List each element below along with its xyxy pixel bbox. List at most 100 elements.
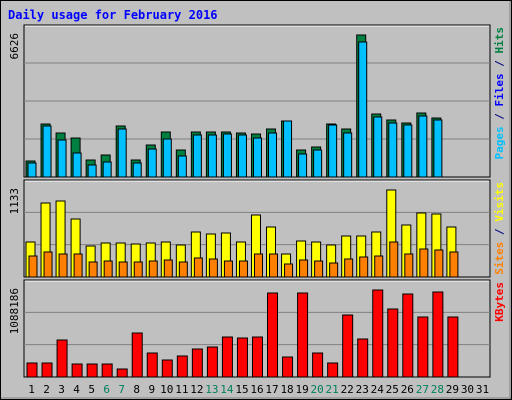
bar-files [192, 134, 202, 178]
bar-sites [419, 248, 429, 278]
day-label: 15 [235, 383, 248, 396]
bar-files [72, 152, 82, 178]
bar-kbytes [282, 356, 294, 378]
day-label: 22 [341, 383, 354, 396]
bar-sites [314, 260, 324, 278]
bar-kbytes [327, 362, 339, 378]
bar-sites [103, 260, 113, 278]
right-label-bottom: KBytes [493, 282, 506, 322]
bar-sites [223, 260, 233, 278]
chart-title: Daily usage for February 2016 [8, 8, 218, 22]
bar-sites [374, 255, 384, 278]
day-label: 8 [133, 383, 140, 396]
bar-kbytes [146, 352, 158, 378]
day-label: 23 [356, 383, 369, 396]
bar-sites [344, 258, 354, 278]
bar-files [328, 124, 338, 178]
bar-sites [434, 249, 444, 278]
bar-sites [43, 251, 53, 278]
bar-sites [73, 253, 83, 278]
day-label: 28 [431, 383, 444, 396]
scale-label-top: 6626 [8, 33, 21, 60]
bar-sites [148, 260, 158, 278]
bar-kbytes [236, 337, 248, 378]
bar-files [313, 149, 323, 178]
right-label-part: / [493, 54, 506, 74]
bar-kbytes [161, 359, 173, 378]
day-label: 17 [265, 383, 278, 396]
bar-kbytes [251, 336, 263, 378]
bar-kbytes [116, 368, 128, 378]
day-label: 24 [371, 383, 385, 396]
right-label-middle: Sites / Visits [493, 182, 506, 275]
day-label: 7 [118, 383, 125, 396]
bar-files [283, 120, 293, 178]
bar-kbytes [372, 289, 384, 378]
day-axis-labels: 1 2 3 4 5 6 7 8 9 10 11 12 13 14 15 16 17 18 19 20 21 22 23 24 2… [28, 383, 489, 396]
bar-kbytes [206, 346, 218, 378]
bar-files [298, 153, 308, 178]
bar-sites [193, 257, 203, 278]
bar-sites [28, 255, 38, 278]
bar-files [418, 115, 428, 178]
bar-kbytes [86, 363, 98, 378]
day-label: 4 [73, 383, 80, 396]
bar-kbytes [387, 308, 399, 378]
bar-kbytes [101, 363, 113, 378]
bar-sites [404, 253, 414, 278]
right-label-part: Hits [493, 27, 506, 54]
right-axis-labels: Pages / Files / Hits Sites / Visits KBytes [493, 27, 506, 322]
day-label: 20 [311, 383, 324, 396]
bar-kbytes [131, 332, 143, 378]
bar-files [117, 128, 127, 178]
bar-kbytes [191, 348, 203, 378]
bar-sites [359, 256, 369, 278]
bar-sites [178, 261, 188, 278]
day-label: 11 [175, 383, 188, 396]
day-label: 31 [476, 383, 489, 396]
bar-files [177, 155, 187, 178]
bar-files [268, 132, 278, 178]
bar-files [87, 164, 97, 178]
day-label: 3 [58, 383, 65, 396]
bar-sites [253, 253, 263, 278]
scale-label-middle: 1133 [8, 188, 21, 215]
right-label-part: Pages [493, 126, 506, 159]
bar-kbytes [417, 316, 429, 378]
bar-files [27, 162, 37, 178]
bar-files [132, 162, 142, 178]
bar-kbytes [402, 293, 414, 378]
chart-panels: 6626 1133 1088186 [8, 24, 491, 378]
day-label: 29 [446, 383, 459, 396]
bar-files [237, 134, 247, 178]
bar-kbytes [71, 363, 83, 378]
day-label: 27 [416, 383, 429, 396]
panel-middle: 1133 [8, 179, 491, 278]
day-label: 12 [190, 383, 203, 396]
right-label-part: Files [493, 73, 506, 106]
bar-kbytes [267, 292, 279, 378]
bar-sites [58, 253, 68, 278]
bar-sites [238, 260, 248, 278]
bar-sites [133, 261, 143, 278]
day-label: 19 [295, 383, 308, 396]
bar-sites [389, 241, 399, 278]
right-label-part: / [493, 107, 506, 127]
bar-kbytes [41, 362, 53, 378]
bar-files [403, 124, 413, 178]
bar-kbytes [56, 339, 68, 378]
day-label: 10 [160, 383, 173, 396]
bar-files [42, 125, 52, 178]
day-label: 21 [326, 383, 339, 396]
bar-files [57, 139, 67, 178]
day-label: 14 [220, 383, 234, 396]
right-label-part: Sites [493, 242, 506, 275]
bar-kbytes [342, 314, 354, 378]
panel-bottom: 1088186 [8, 279, 491, 378]
bar-kbytes [297, 292, 309, 378]
day-label: 6 [103, 383, 110, 396]
bar-sites [449, 251, 459, 278]
bar-files [433, 119, 443, 178]
right-label-part: / [493, 222, 506, 242]
